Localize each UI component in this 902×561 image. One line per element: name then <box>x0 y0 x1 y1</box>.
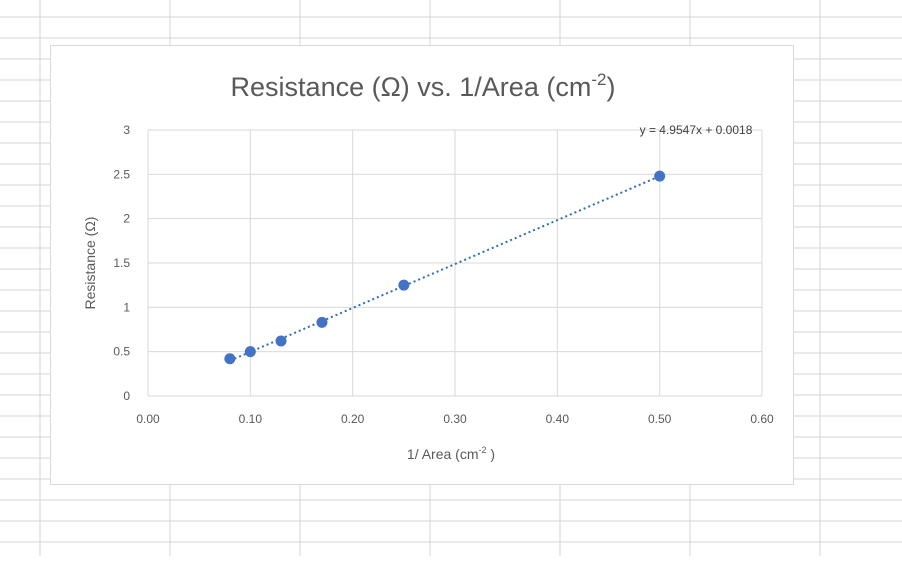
x-axis-title-end: ) <box>487 446 496 462</box>
x-tick-label: 0.10 <box>239 412 263 426</box>
data-point[interactable] <box>275 335 287 347</box>
linear-trendline[interactable] <box>229 175 661 362</box>
x-tick-label: 0.00 <box>136 412 160 426</box>
data-points <box>224 170 666 365</box>
y-axis-ticks: 0 0.5 1 1.5 2 2.5 3 <box>113 123 130 403</box>
x-tick-label: 0.20 <box>341 412 365 426</box>
chart-title-superscript: -2 <box>591 70 606 89</box>
y-tick-label: 1 <box>123 300 130 314</box>
data-point[interactable] <box>244 346 256 358</box>
y-tick-label: 0 <box>123 389 130 403</box>
x-tick-label: 0.40 <box>546 412 570 426</box>
y-axis-title: Resistance (Ω) <box>82 217 98 310</box>
chart-container[interactable]: Resistance (Ω) vs. 1/Area (cm-2) 0 0.5 1 1.… <box>50 45 794 485</box>
data-point[interactable] <box>654 170 666 182</box>
trendline-layer <box>229 175 661 362</box>
y-tick-label: 3 <box>123 123 130 137</box>
x-tick-label: 0.30 <box>443 412 467 426</box>
y-tick-label: 0.5 <box>113 345 130 359</box>
x-axis-title: 1/ Area (cm-2 ) <box>407 445 495 462</box>
trendline-equation-label[interactable]: y = 4.9547x + 0.0018 <box>640 123 753 137</box>
chart-title: Resistance (Ω) vs. 1/Area (cm-2) <box>231 70 616 102</box>
chart-title-main: Resistance (Ω) vs. 1/Area (cm <box>231 72 592 102</box>
x-axis-ticks: 0.00 0.10 0.20 0.30 0.40 0.50 0.60 <box>136 412 774 426</box>
data-point[interactable] <box>398 279 410 291</box>
x-axis-title-superscript: -2 <box>479 445 487 455</box>
y-tick-label: 1.5 <box>113 256 130 270</box>
data-point[interactable] <box>224 353 236 365</box>
scatter-chart: Resistance (Ω) vs. 1/Area (cm-2) 00.511.… <box>82 70 774 462</box>
y-tick-label: 2.5 <box>113 167 130 181</box>
x-tick-label: 0.60 <box>750 412 774 426</box>
y-tick-label: 2 <box>123 212 130 226</box>
x-tick-label: 0.50 <box>648 412 672 426</box>
chart-title-end: ) <box>606 72 615 102</box>
x-axis-title-main: 1/ Area (cm <box>407 446 479 462</box>
data-point[interactable] <box>316 316 328 328</box>
